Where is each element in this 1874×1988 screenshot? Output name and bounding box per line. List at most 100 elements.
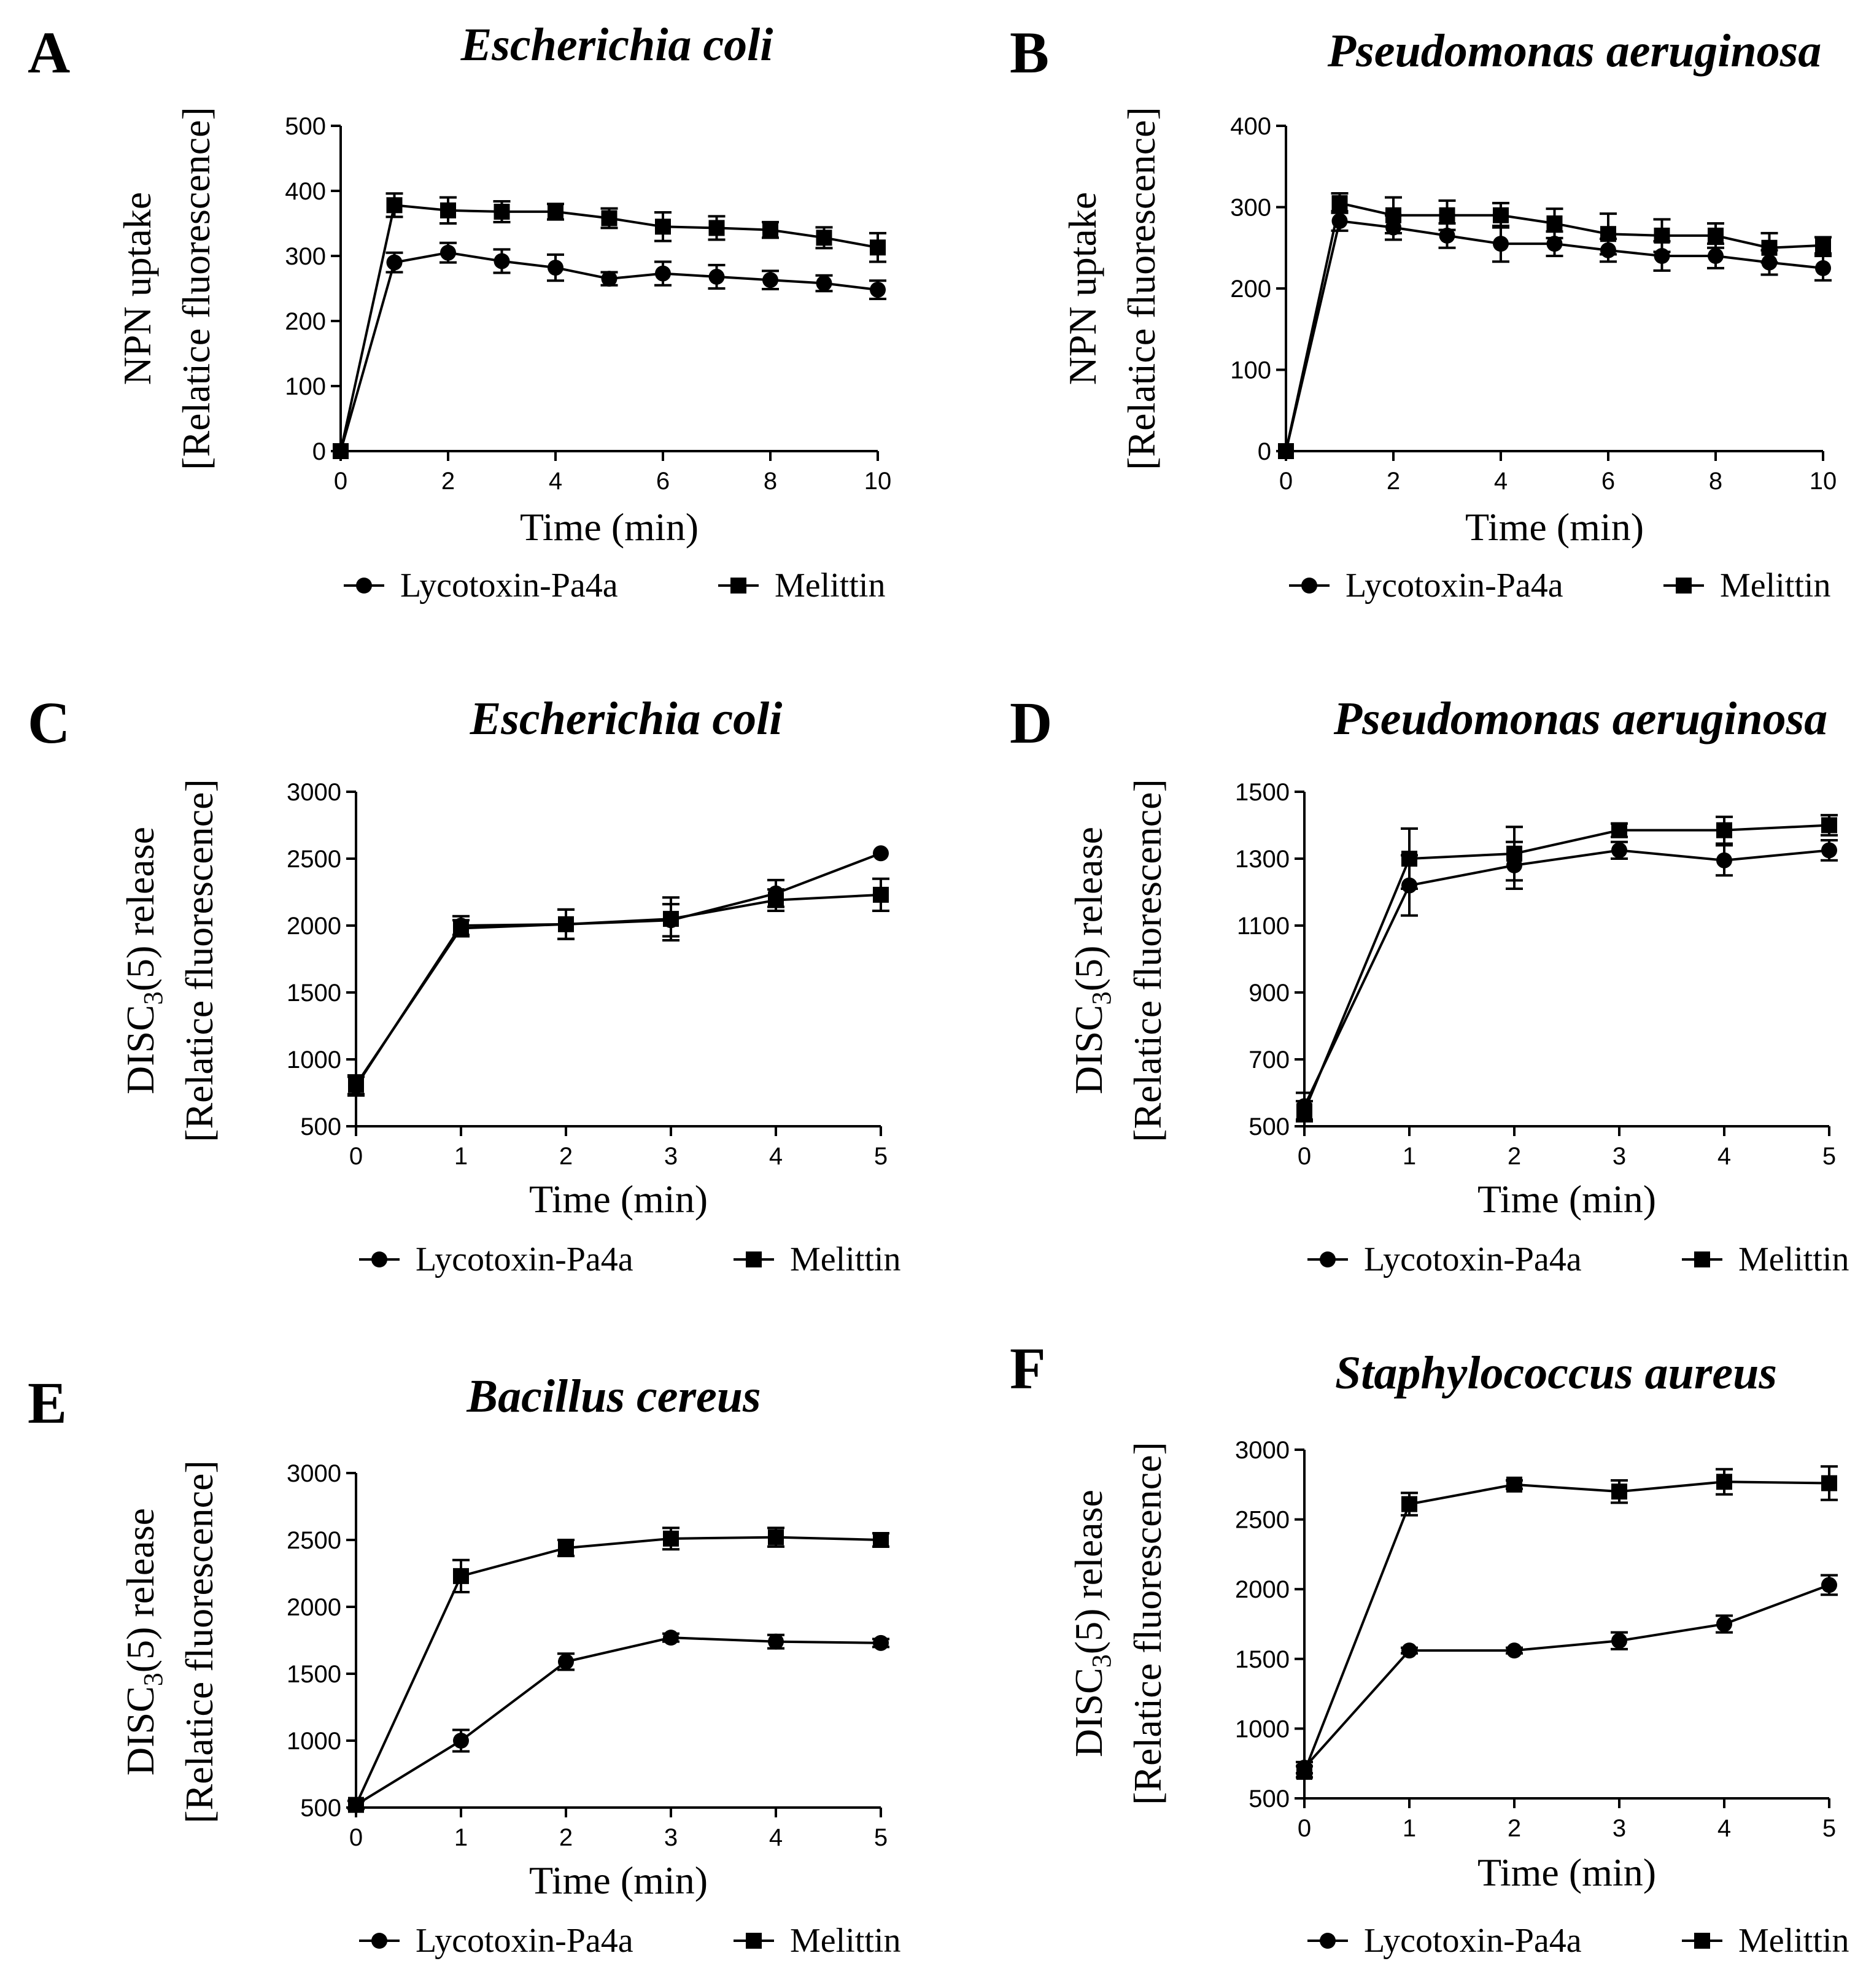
legend: Lycotoxin-Pa4a Melittin [1289,567,1830,605]
y-axis-title-line1: DISC3(5) release [118,1508,168,1776]
data-point [386,254,403,271]
y-tick-label: 300 [285,243,326,270]
y-axis-title-line2: [Relatice fluorescence] [174,107,218,470]
y-tick-label: 500 [1249,1113,1290,1140]
x-axis-title: Time (min) [520,505,699,549]
data-point [548,203,563,220]
data-point [548,260,563,276]
chart-panel-a: A Escherichia coli 0 100 200 300 400 500 0 2 4 6 8 10… [28,19,891,605]
data-point [1654,227,1670,244]
data-point [1385,207,1401,223]
data-point [1821,842,1837,859]
y-tick-label: 2500 [287,846,341,873]
data-point [708,220,725,236]
data-point [1331,195,1348,211]
y-tick-label: 0 [312,438,326,465]
data-point [708,268,725,285]
y-tick-label: 2000 [1235,1576,1290,1603]
y-tick-label: 200 [285,308,326,335]
data-point [558,916,574,932]
legend-label: Melittin [790,1922,900,1960]
y-axis-title-line1: DISC3(5) release [1067,1490,1117,1757]
y-tick-label: 900 [1249,980,1290,1007]
data-point [440,202,456,219]
x-axis-title: Time (min) [529,1177,708,1221]
data-point [1401,851,1417,867]
data-point [558,1540,574,1557]
data-point [1439,207,1455,223]
y-tick-label: 2500 [1235,1507,1290,1534]
data-point [348,1797,364,1813]
y-axis-title-line2: [Relatice fluorescence] [1126,1442,1169,1805]
y-tick-label: 1500 [1235,1646,1290,1673]
x-tick-label: 0 [334,468,347,495]
chart-panel-d: D Pseudomonas aeruginosa 500 700 900 1100 1300… [1010,690,1849,1278]
legend-marker [746,1933,762,1949]
series-lycotoxin-pa4a [333,241,886,459]
series-line [355,852,881,1087]
data-point [816,275,832,292]
data-point [494,253,510,269]
data-point [768,1633,784,1650]
legend-marker [730,578,746,594]
series-melittin [347,1526,889,1813]
data-point [655,219,671,235]
panel-letter: D [1010,690,1052,756]
data-point [1296,1103,1312,1120]
legend: Lycotoxin-Pa4a Melittin [1307,1240,1849,1278]
y-tick-label: 700 [1249,1046,1290,1073]
series-melittin [333,192,886,459]
data-point [768,892,784,908]
data-point [1611,822,1627,838]
panel-letter: C [28,690,70,756]
legend-marker [746,1251,762,1267]
x-tick-label: 8 [764,468,777,495]
series-line [1303,1480,1830,1773]
legend: Lycotoxin-Pa4a Melittin [359,1922,900,1960]
data-point [768,1529,784,1545]
x-tick-label: 4 [1717,1143,1731,1170]
data-point [333,443,349,459]
y-tick-label: 0 [1258,438,1271,465]
x-tick-label: 1 [454,1824,468,1851]
x-tick-label: 0 [349,1143,363,1170]
x-tick-label: 4 [549,468,562,495]
data-point [453,920,469,937]
data-point [663,1630,679,1646]
data-point [1439,227,1455,244]
x-tick-label: 3 [1613,1815,1626,1842]
y-tick-label: 1300 [1235,846,1290,873]
data-point [1546,215,1563,231]
x-tick-label: 4 [769,1824,783,1851]
y-tick-label: 100 [1230,357,1271,384]
x-tick-label: 5 [1822,1815,1836,1842]
y-axis-title: DISC3(5) release [Relatice fluorescence] [118,779,221,1142]
y-tick-label: 2000 [287,1594,341,1621]
x-tick-label: 2 [1387,468,1400,495]
y-tick-label: 100 [285,373,326,400]
x-tick-label: 0 [349,1824,363,1851]
y-tick-label: 400 [1230,113,1271,140]
data-point [1716,852,1732,868]
series-lycotoxin-pa4a [347,845,889,1097]
y-axis-title: DISC3(5) release [Relatice fluorescence] [1067,779,1169,1142]
data-point [1716,822,1732,838]
panel-letter: B [1010,20,1049,85]
y-axis-title-line1: DISC3(5) release [1067,827,1117,1094]
series-line [1303,1584,1830,1769]
x-tick-label: 8 [1709,468,1722,495]
y-tick-label: 1500 [1235,779,1290,806]
x-tick-label: 3 [1613,1143,1626,1170]
data-point [655,265,671,282]
legend-marker [1694,1933,1710,1949]
legend-label: Melittin [790,1240,900,1278]
data-point [1761,239,1778,256]
y-tick-label: 1100 [1237,913,1290,940]
legend-label: Lycotoxin-Pa4a [1364,1922,1582,1960]
data-point [386,197,403,214]
data-point [663,911,679,927]
legend: Lycotoxin-Pa4a Melittin [344,567,885,605]
y-axis-title-line1: NPN uptake [1061,192,1104,385]
series-lycotoxin-pa4a [347,1630,889,1813]
series-line [355,1536,881,1806]
